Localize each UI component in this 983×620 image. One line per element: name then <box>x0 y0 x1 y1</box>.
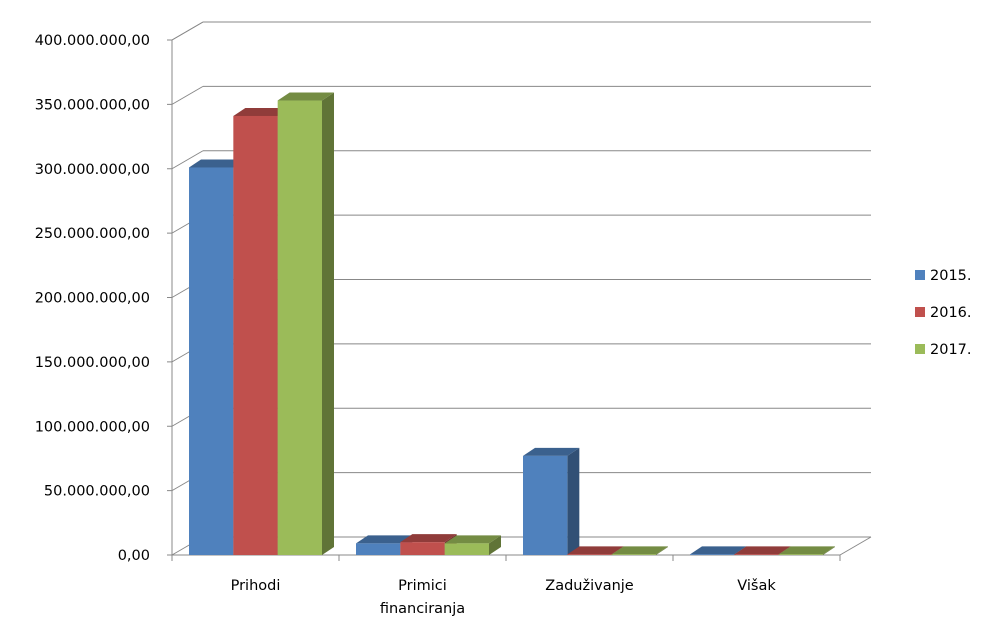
bar-top <box>778 546 835 555</box>
y-tick-label: 150.000.000,00 <box>35 355 150 371</box>
legend-swatch <box>915 307 925 317</box>
legend-swatch <box>915 270 925 280</box>
bar-front <box>277 100 322 555</box>
bar-front <box>690 554 735 555</box>
bar-front <box>778 554 823 555</box>
legend-item: 2015. <box>915 268 972 284</box>
bar-top <box>611 546 668 555</box>
bar-top <box>734 546 791 555</box>
legend-swatch <box>915 344 925 354</box>
bar-side <box>656 546 668 555</box>
floor-right-edge <box>839 536 872 556</box>
bar-front <box>233 115 278 556</box>
bar <box>523 447 580 555</box>
legend: 2015. 2016. 2017. <box>915 268 972 358</box>
side-gridline <box>171 85 204 105</box>
side-gridline <box>171 21 204 41</box>
bar-top <box>444 535 501 544</box>
legend-item: 2017. <box>915 342 972 358</box>
bar-top <box>400 534 457 543</box>
bar <box>444 535 501 555</box>
bar <box>277 92 334 555</box>
bar-top <box>523 447 580 456</box>
bar-front <box>611 554 656 555</box>
y-axis-tick-labels: 0,00 50.000.000,00 100.000.000,00 150.000.0… <box>35 33 150 564</box>
bar-top <box>567 546 624 555</box>
bar-front <box>189 167 234 555</box>
x-category-label: Zaduživanje <box>545 578 634 594</box>
x-axis-category-labels: Prihodi Primici financiranja Zaduživanje Viš… <box>231 578 777 617</box>
y-tick-label: 350.000.000,00 <box>35 97 150 113</box>
x-category-label: Primici financiranja <box>380 578 465 617</box>
y-tick-label: 100.000.000,00 <box>35 419 150 435</box>
bar-top <box>690 546 747 555</box>
bar-side <box>322 92 334 555</box>
legend-label: 2016. <box>930 305 972 321</box>
bar-top <box>189 159 246 168</box>
bar <box>778 546 835 555</box>
bar-front <box>567 554 612 555</box>
y-tick-label: 400.000.000,00 <box>35 33 150 49</box>
bar-front <box>444 543 489 555</box>
y-tick-label: 0,00 <box>118 548 150 564</box>
bar-top <box>356 535 413 544</box>
bars <box>189 92 835 556</box>
bar-front <box>523 455 568 555</box>
y-tick-label: 50.000.000,00 <box>44 484 150 500</box>
legend-label: 2017. <box>930 342 972 358</box>
bar-front <box>356 543 401 555</box>
bar-front <box>400 542 445 555</box>
bar-top <box>277 92 334 101</box>
bar-side <box>823 546 835 555</box>
bar-side <box>489 535 501 555</box>
bar-front <box>734 554 779 555</box>
y-tick-label: 250.000.000,00 <box>35 226 150 242</box>
legend-label: 2015. <box>930 268 972 284</box>
y-tick-label: 300.000.000,00 <box>35 162 150 178</box>
legend-item: 2016. <box>915 305 972 321</box>
side-gridline <box>171 150 204 170</box>
x-category-label: Višak <box>737 578 776 594</box>
x-category-label: Prihodi <box>231 578 281 594</box>
bar-top <box>233 107 290 116</box>
y-tick-label: 200.000.000,00 <box>35 291 150 307</box>
bar <box>611 546 668 555</box>
bar-side <box>567 447 580 555</box>
